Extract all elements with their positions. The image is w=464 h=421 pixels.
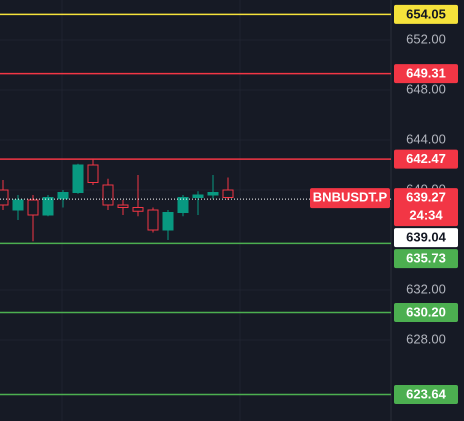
candle-body <box>222 189 234 198</box>
price-label: 24:34 <box>409 208 443 223</box>
y-tick-label: 644.00 <box>406 131 446 146</box>
candle-body <box>87 164 99 183</box>
y-tick-label: 628.00 <box>406 331 446 346</box>
price-label-box <box>394 4 458 24</box>
price-label: 642.47 <box>406 151 446 166</box>
price-label: 654.05 <box>406 6 446 21</box>
price-label: 649.31 <box>406 66 446 81</box>
price-label-box <box>394 385 458 404</box>
y-tick-label: 652.00 <box>406 31 446 46</box>
symbol-label: BNBUSDT.P <box>313 190 388 205</box>
price-label-box <box>394 149 458 169</box>
price-label: 639.27 <box>406 190 446 205</box>
candle-body <box>72 164 84 193</box>
price-label: 635.73 <box>406 251 446 266</box>
candle-body <box>117 204 129 208</box>
price-label: 630.20 <box>406 304 446 319</box>
y-tick-label: 648.00 <box>406 81 446 96</box>
candle-body <box>192 194 204 198</box>
price-label: 639.04 <box>406 230 447 245</box>
candle-body <box>12 199 24 211</box>
price-label: 623.64 <box>406 386 447 401</box>
candle-body <box>147 209 159 231</box>
price-label-box <box>394 249 458 269</box>
candle-body <box>27 199 39 216</box>
price-label-box <box>394 188 458 227</box>
candle-body <box>132 207 144 212</box>
candle-body <box>177 197 189 213</box>
price-label-box <box>394 228 458 248</box>
candle-body <box>207 192 219 196</box>
price-label-box <box>394 64 458 84</box>
y-tick-label: 632.00 <box>406 281 446 296</box>
symbol-box <box>310 188 390 209</box>
candle-body <box>162 212 174 231</box>
candle-body <box>0 189 9 206</box>
candle-body <box>42 197 54 216</box>
candle-body <box>57 192 69 200</box>
price-label-box <box>394 303 458 322</box>
candle-body <box>102 184 114 206</box>
